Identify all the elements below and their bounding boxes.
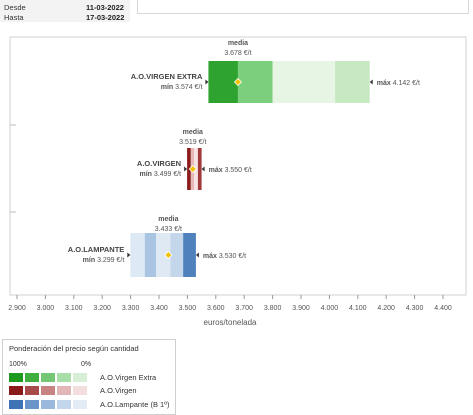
max-label: máx 3.550 €/t [209,167,252,174]
x-tick-label: 3.500 [179,305,197,312]
media-word-label: media [228,40,248,47]
min-value: 3.299 €/t [97,257,124,264]
x-tick-label: 3.600 [207,305,225,312]
max-value: 4.142 €/t [393,80,420,87]
min-value: 3.574 €/t [175,84,202,91]
period-panel [0,0,130,22]
min-arrow [127,252,131,258]
legend-panel: Ponderación del precio según cantidad 10… [2,339,176,415]
price-box-chart: 2.900 3.000 3.100 3.200 3.300 3.400 3.500 3.600… [8,36,467,327]
box-segment [130,233,145,277]
x-tick-label: 3.000 [37,305,55,312]
x-tick-label: 3.900 [292,305,310,312]
max-label: máx 4.142 €/t [377,80,420,87]
legend-title: Ponderación del precio según cantidad [9,344,139,353]
legend-swatch [73,400,87,409]
max-label: máx 3.530 €/t [203,253,246,260]
legend-swatch [57,386,71,395]
box-segment [183,233,196,277]
x-tick-label: 3.100 [65,305,83,312]
legend-swatch [25,400,39,409]
box-segment [170,233,184,277]
min-arrow [184,166,188,172]
min-word: mín [83,257,97,264]
max-arrow [201,166,205,172]
legend-label: A.O.Lampante (B 1º) [100,400,170,409]
x-tick-label: 4.300 [406,305,424,312]
box-segment [272,61,336,103]
min-label: mín 3.574 €/t [161,84,203,91]
x-tick-label: 3.700 [235,305,253,312]
x-tick-label: 3.400 [150,305,168,312]
min-label: mín 3.299 €/t [83,257,125,264]
max-value: 3.530 €/t [219,253,246,260]
hasta-value: 17-03-2022 [86,13,125,22]
legend-pct-low: 0% [81,361,92,368]
x-tick-label: 4.400 [434,305,452,312]
min-arrow [205,79,209,85]
max-word: máx [209,167,225,174]
series-name-label: A.O.VIRGEN EXTRA [131,72,203,81]
legend-swatch [41,386,55,395]
x-tick-label: 4.000 [321,305,339,312]
media-word-label: media [183,129,203,136]
min-value: 3.499 €/t [154,171,181,178]
legend-swatch [25,373,39,382]
min-word: mín [161,84,175,91]
hasta-label: Hasta [4,13,24,22]
legend-swatch [25,386,39,395]
x-tick-label: 2.900 [8,305,26,312]
min-label: mín 3.499 €/t [139,171,181,178]
max-word: máx [377,80,393,87]
x-tick-label: 4.100 [349,305,367,312]
box-segment [144,233,157,277]
series-name-label: A.O.VIRGEN [137,159,181,168]
x-tick-label: 3.800 [264,305,282,312]
legend-swatch [57,400,71,409]
max-word: máx [203,253,219,260]
x-tick-label: 3.300 [122,305,140,312]
legend-swatch [57,373,71,382]
x-tick-label: 3.200 [93,305,111,312]
x-tick-label: 4.200 [377,305,395,312]
box-segment [237,61,273,103]
box-segment [156,233,171,277]
x-axis-title: euros/tonelada [204,318,257,327]
media-value-label: 3.519 €/t [179,139,206,146]
min-word: mín [139,171,153,178]
legend-pct-high: 100% [9,361,27,368]
desde-label: Desde [4,3,26,12]
legend-swatch [9,386,23,395]
max-value: 3.550 €/t [225,167,252,174]
box-segment [197,148,202,190]
legend-swatch [41,400,55,409]
box-segment [208,61,238,103]
media-marker [188,164,197,174]
legend-swatch [73,373,87,382]
desde-value: 11-03-2022 [86,3,124,12]
top-panel-frame [137,0,469,14]
media-value-label: 3.433 €/t [155,226,182,233]
legend-swatch [41,373,55,382]
media-value-label: 3.678 €/t [224,50,251,57]
legend-swatch [73,386,87,395]
max-arrow [195,252,199,258]
legend-swatch [9,373,23,382]
legend-label: A.O.Virgen [100,386,137,395]
max-arrow [369,79,373,85]
box-segment [335,61,370,103]
series-name-label: A.O.LAMPANTE [68,245,125,254]
media-marker [164,250,173,260]
media-marker [233,77,243,87]
legend-swatch [9,400,23,409]
legend-label: A.O.Virgen Extra [100,373,157,382]
media-word-label: media [158,216,178,223]
